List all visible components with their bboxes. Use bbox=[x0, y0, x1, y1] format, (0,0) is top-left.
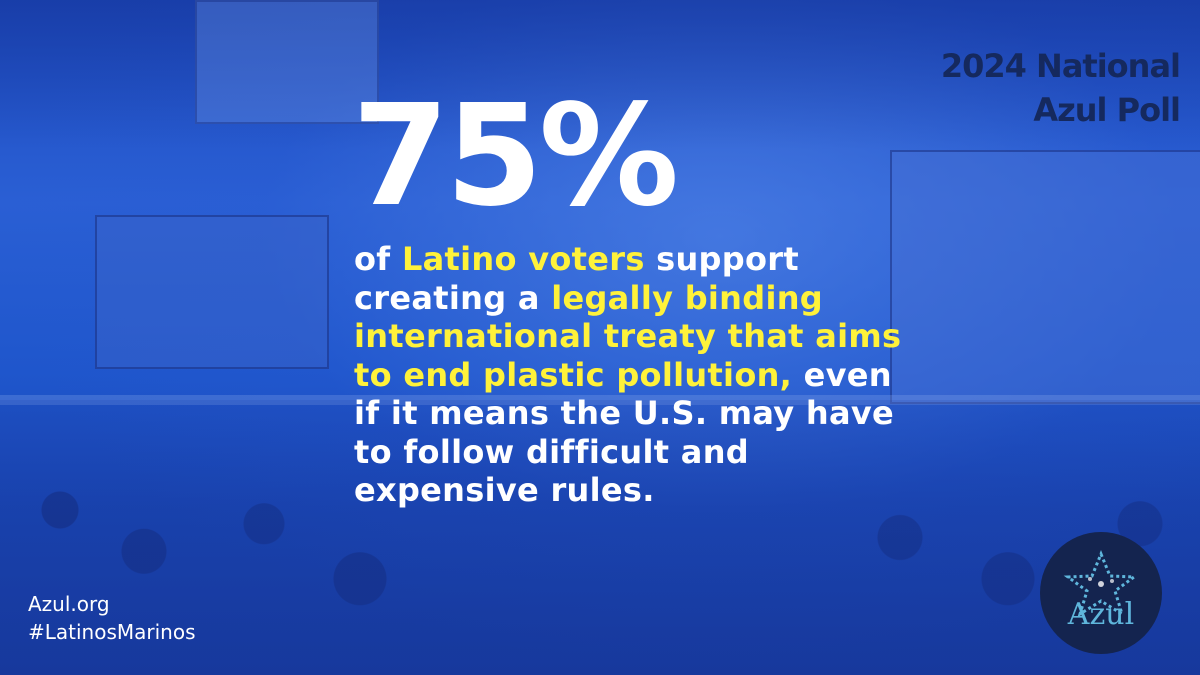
hashtag: #LatinosMarinos bbox=[28, 620, 196, 644]
logo-text: Azul bbox=[1067, 597, 1135, 632]
statement-segment: even if it means the U.S. may have to fo… bbox=[354, 355, 895, 510]
star-icon bbox=[1063, 550, 1139, 618]
background-screen-right bbox=[890, 150, 1200, 404]
background-ceiling bbox=[0, 0, 1200, 150]
azul-logo: Azul bbox=[1040, 532, 1162, 654]
background-screen-left bbox=[95, 215, 329, 369]
stat-value: 75% bbox=[352, 75, 679, 238]
poll-title: 2024 National Azul Poll bbox=[880, 44, 1181, 132]
background-audience bbox=[0, 400, 1200, 675]
statement-highlight-treaty: legally binding international treaty tha… bbox=[354, 278, 902, 394]
statement-segment: support creating a bbox=[354, 240, 799, 317]
poll-title-line1: 2024 National bbox=[940, 47, 1181, 85]
statement-segment: of bbox=[354, 240, 402, 278]
statement-highlight-latino-voters: Latino voters bbox=[401, 240, 645, 278]
website-link[interactable]: Azul.org bbox=[28, 592, 110, 616]
poll-title-line2: Azul Poll bbox=[1033, 91, 1181, 129]
background-screen-top bbox=[195, 0, 379, 124]
footer: Azul.org #LatinosMarinos bbox=[28, 590, 196, 646]
statement-text: of Latino voters support creating a lega… bbox=[354, 240, 914, 510]
